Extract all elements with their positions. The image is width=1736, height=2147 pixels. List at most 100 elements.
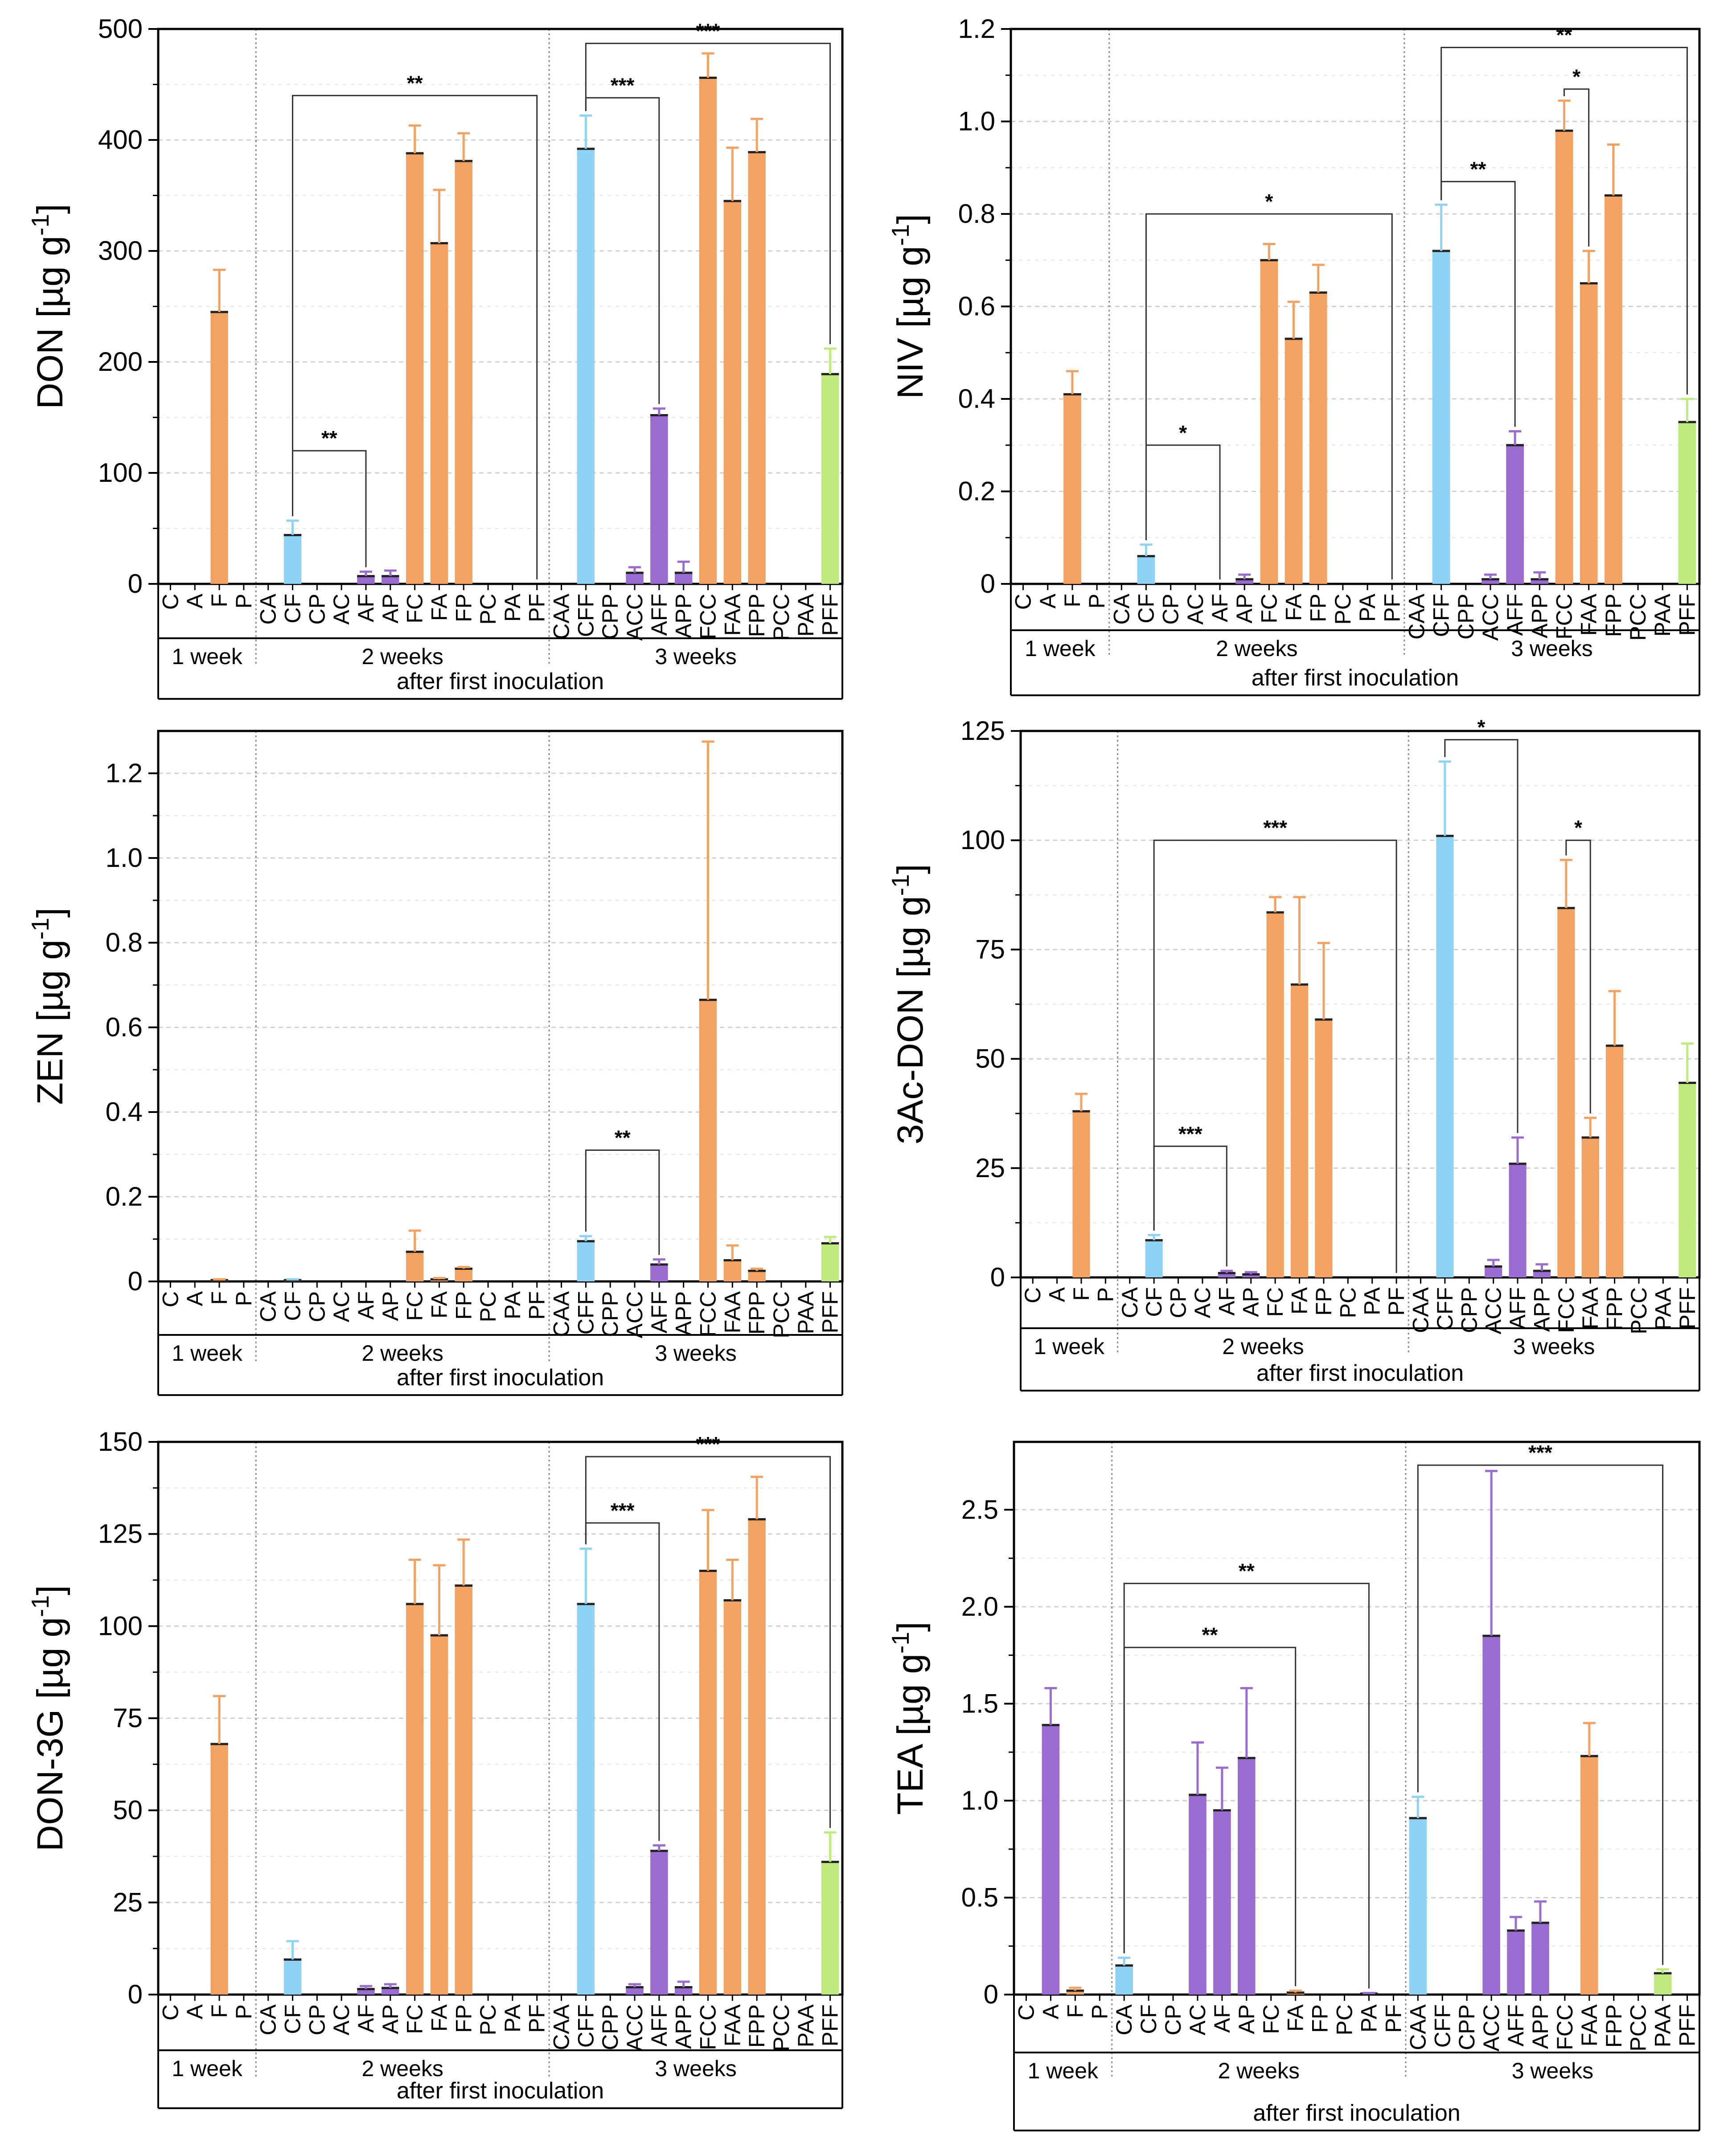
- category-label-CAA: CAA: [549, 2004, 574, 2050]
- category-label-PFF: PFF: [1675, 2004, 1700, 2046]
- bar-PFF: [821, 374, 839, 584]
- category-label-AC: AC: [329, 2004, 354, 2035]
- y-tick-label: 0.5: [961, 1882, 998, 1912]
- bar-ACC: [626, 573, 644, 584]
- group-label: 1 week: [172, 644, 242, 669]
- category-label-CF: CF: [1133, 594, 1158, 624]
- y-axis-label-sup: -1: [886, 874, 914, 896]
- category-label-FCC: FCC: [1554, 1287, 1579, 1333]
- y-axis-label: TEA [µg g-1]: [886, 1622, 931, 1814]
- y-axis-label-main: 3Ac-DON [µg g: [890, 896, 931, 1145]
- y-tick-label: 0: [981, 569, 995, 599]
- bar-AF: [1218, 1273, 1235, 1277]
- category-label-PC: PC: [476, 1291, 501, 1322]
- category-label-C: C: [158, 594, 183, 610]
- bar-AC: [1189, 1794, 1207, 1995]
- category-label-AFF: AFF: [647, 2004, 672, 2046]
- bar-FCC: [699, 1000, 717, 1281]
- category-label-FAA: FAA: [1578, 1287, 1603, 1329]
- bar-FA: [430, 243, 448, 584]
- category-label-FC: FC: [402, 594, 427, 624]
- category-label-P: P: [231, 1291, 256, 1306]
- bar-CF: [1145, 1240, 1163, 1277]
- bar-FP: [1309, 292, 1327, 584]
- category-label-FPP: FPP: [744, 1291, 769, 1334]
- category-label-CP: CP: [1166, 1287, 1191, 1318]
- bar-FC: [1260, 260, 1278, 584]
- category-label-P: P: [231, 2004, 256, 2019]
- bar-FPP: [748, 152, 766, 584]
- category-label-FA: FA: [427, 2004, 451, 2032]
- category-label-AP: AP: [378, 1291, 403, 1321]
- y-tick-label: 150: [98, 1427, 143, 1457]
- category-label-PAA: PAA: [793, 593, 818, 636]
- category-label-PC: PC: [476, 2004, 501, 2035]
- category-label-ACC: ACC: [622, 1291, 647, 1338]
- y-axis-label-end: ]: [30, 1585, 70, 1595]
- x-axis-label: after first inoculation: [397, 669, 604, 694]
- category-label-CFF: CFF: [1430, 2004, 1455, 2048]
- category-label-F: F: [207, 1291, 232, 1305]
- category-label-FC: FC: [402, 2004, 427, 2034]
- y-axis-label-main: DON-3G [µg g: [30, 1617, 70, 1851]
- category-label-FC: FC: [402, 1291, 427, 1321]
- category-label-CF: CF: [1141, 1287, 1166, 1317]
- category-label-CFF: CFF: [1432, 1287, 1457, 1330]
- bar-FP: [455, 1268, 473, 1281]
- bar-APP: [674, 1987, 693, 1995]
- category-label-APP: APP: [1529, 1287, 1554, 1332]
- category-label-C: C: [158, 1291, 183, 1307]
- category-label-CFF: CFF: [573, 594, 598, 637]
- bar-FC: [406, 153, 424, 584]
- significance-label: **: [1202, 1623, 1218, 1646]
- category-label-FA: FA: [1283, 2004, 1308, 2032]
- category-label-C: C: [1014, 2004, 1038, 2020]
- category-label-FC: FC: [1256, 594, 1281, 624]
- category-label-F: F: [1063, 2004, 1088, 2018]
- significance-bracket: [1123, 1583, 1370, 1989]
- category-label-AF: AF: [1210, 2004, 1235, 2033]
- bar-AFF: [1509, 1163, 1527, 1277]
- group-label: 1 week: [1028, 2058, 1099, 2083]
- bar-CF: [1137, 556, 1155, 584]
- category-label-FCC: FCC: [695, 594, 720, 640]
- y-tick-label: 1.2: [106, 758, 143, 788]
- category-label-AF: AF: [353, 2004, 378, 2033]
- category-label-FA: FA: [1281, 593, 1306, 621]
- x-axis-label: after first inoculation: [397, 2078, 604, 2104]
- category-label-A: A: [182, 2004, 207, 2019]
- category-label-PAA: PAA: [793, 2004, 818, 2047]
- category-label-FC: FC: [1259, 2004, 1284, 2034]
- bar-FPP: [748, 1519, 766, 1995]
- y-tick-label: 100: [960, 825, 1005, 855]
- y-tick-label: 0.8: [106, 928, 143, 957]
- y-tick-label: 2.0: [961, 1592, 998, 1622]
- bar-ACC: [1482, 579, 1499, 584]
- bar-AF: [357, 1989, 375, 1995]
- y-tick-label: 0.6: [958, 291, 995, 321]
- category-label-PA: PA: [1356, 2004, 1381, 2032]
- bar-FPP: [1605, 195, 1622, 584]
- category-label-PCC: PCC: [769, 1291, 794, 1338]
- category-label-CAA: CAA: [549, 593, 574, 639]
- category-label-PCC: PCC: [1625, 594, 1650, 641]
- category-label-P: P: [1093, 1287, 1118, 1302]
- category-label-PA: PA: [500, 1291, 525, 1319]
- category-label-CAA: CAA: [1404, 593, 1429, 639]
- category-label-FAA: FAA: [1576, 593, 1601, 636]
- category-label-PA: PA: [500, 2004, 525, 2032]
- category-label-A: A: [182, 1291, 207, 1306]
- bar-APP: [1533, 1271, 1551, 1277]
- category-label-AP: AP: [1234, 2004, 1259, 2034]
- y-tick-label: 0: [128, 569, 143, 599]
- category-label-FAA: FAA: [720, 593, 745, 636]
- category-label-CPP: CPP: [1453, 594, 1478, 640]
- group-label: 3 weeks: [655, 644, 736, 669]
- bar-CFF: [577, 148, 595, 584]
- bar-FPP: [1606, 1046, 1624, 1277]
- y-axis-label-main: NIV [µg g: [890, 246, 931, 399]
- category-label-ACC: ACC: [622, 2004, 647, 2052]
- category-label-AP: AP: [378, 2004, 403, 2034]
